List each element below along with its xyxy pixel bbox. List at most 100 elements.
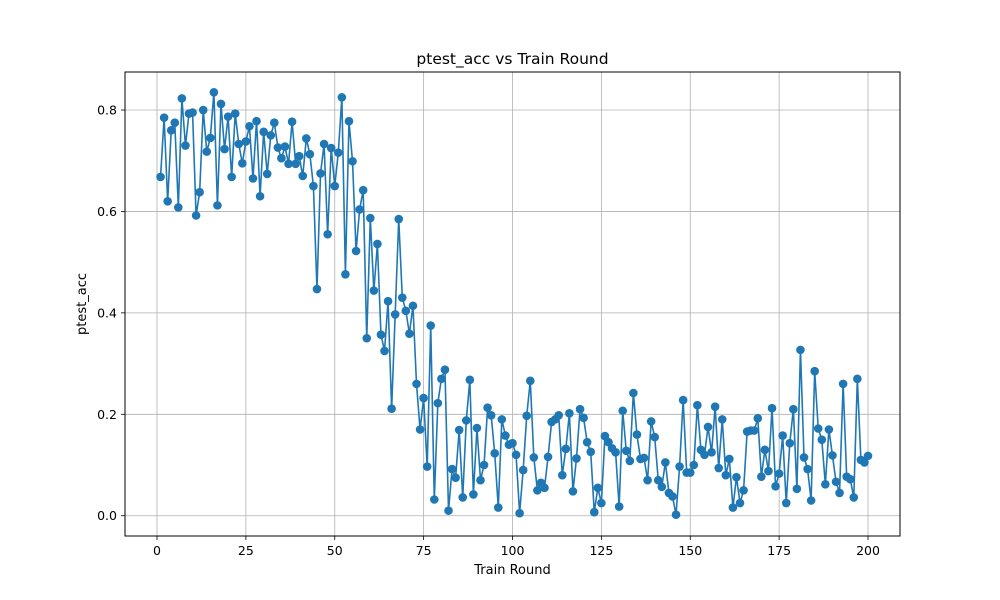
data-point (163, 197, 172, 206)
data-point (522, 411, 532, 421)
data-point (220, 144, 229, 154)
data-point (223, 112, 233, 121)
data-point (451, 473, 460, 482)
data-point (668, 492, 677, 501)
data-point (415, 425, 425, 434)
data-point (216, 99, 226, 109)
data-point (717, 415, 727, 424)
data-point (771, 482, 780, 491)
data-point (511, 450, 521, 460)
data-point (238, 158, 247, 168)
data-point (419, 393, 428, 403)
data-point (479, 460, 489, 470)
data-point (693, 400, 702, 410)
data-point (572, 454, 581, 463)
y-tick-label: 0.6 (97, 204, 117, 219)
data-point (444, 506, 453, 515)
data-point (291, 159, 300, 169)
data-point (661, 458, 670, 467)
data-point (422, 462, 432, 471)
data-point (767, 403, 777, 413)
data-point (259, 127, 268, 137)
data-point (760, 445, 770, 455)
data-point (675, 462, 684, 471)
data-point (412, 379, 421, 389)
data-point (248, 174, 258, 183)
data-point (806, 496, 816, 505)
x-tick-label: 75 (416, 543, 432, 558)
data-point (749, 426, 759, 435)
data-point (348, 156, 357, 166)
data-point (408, 301, 418, 311)
x-tick-label: 100 (501, 543, 525, 558)
data-point (344, 116, 354, 126)
data-point (198, 105, 208, 115)
data-point (653, 475, 663, 485)
data-point (821, 479, 830, 489)
data-point (461, 416, 471, 425)
data-point (618, 406, 628, 416)
data-point (302, 134, 311, 143)
data-point (433, 398, 443, 408)
data-point (860, 458, 869, 467)
data-point (234, 139, 244, 149)
data-point (401, 306, 411, 316)
data-point (568, 487, 578, 496)
data-point (156, 172, 165, 182)
data-point (454, 425, 464, 435)
y-tick-label: 0.8 (97, 103, 117, 118)
data-point (326, 143, 336, 153)
data-point (685, 468, 695, 477)
data-point (465, 375, 475, 385)
data-point (792, 484, 802, 494)
data-point (177, 94, 187, 103)
data-point (266, 131, 276, 140)
data-point (586, 447, 596, 457)
data-point (863, 451, 873, 461)
x-tick-label: 25 (238, 543, 254, 558)
data-point (828, 451, 837, 460)
data-point (166, 126, 176, 135)
data-point (472, 423, 482, 433)
data-point (813, 424, 823, 433)
data-point (543, 452, 553, 462)
data-point (188, 108, 197, 117)
data-point (483, 403, 492, 413)
data-point (369, 286, 379, 295)
data-point (678, 395, 688, 405)
data-point (796, 345, 805, 355)
data-point (845, 474, 855, 484)
y-tick-label: 0.2 (97, 407, 117, 422)
data-point (707, 448, 716, 457)
data-point (429, 495, 439, 504)
data-point (689, 460, 699, 470)
data-point (334, 148, 343, 157)
data-point (849, 493, 859, 502)
data-point (597, 498, 606, 508)
data-point (493, 503, 503, 512)
x-tick-label: 0 (153, 543, 161, 558)
data-point (312, 284, 322, 294)
data-point (191, 211, 201, 220)
data-point (341, 270, 350, 279)
data-point (700, 450, 709, 460)
data-point (703, 422, 713, 432)
y-tick-label: 0.0 (97, 508, 117, 523)
data-point (739, 486, 748, 495)
data-point (579, 413, 588, 423)
data-point (853, 374, 862, 384)
data-point (294, 151, 304, 161)
data-point (319, 139, 329, 149)
data-point (529, 453, 539, 462)
data-point (710, 402, 720, 411)
data-point (355, 205, 364, 214)
data-point (195, 187, 204, 197)
data-point (227, 172, 236, 182)
data-point (273, 143, 283, 152)
data-point (824, 425, 834, 434)
data-point (486, 411, 496, 420)
data-point (362, 333, 372, 343)
data-point (518, 465, 528, 475)
data-point (785, 438, 795, 448)
data-point (181, 141, 190, 150)
